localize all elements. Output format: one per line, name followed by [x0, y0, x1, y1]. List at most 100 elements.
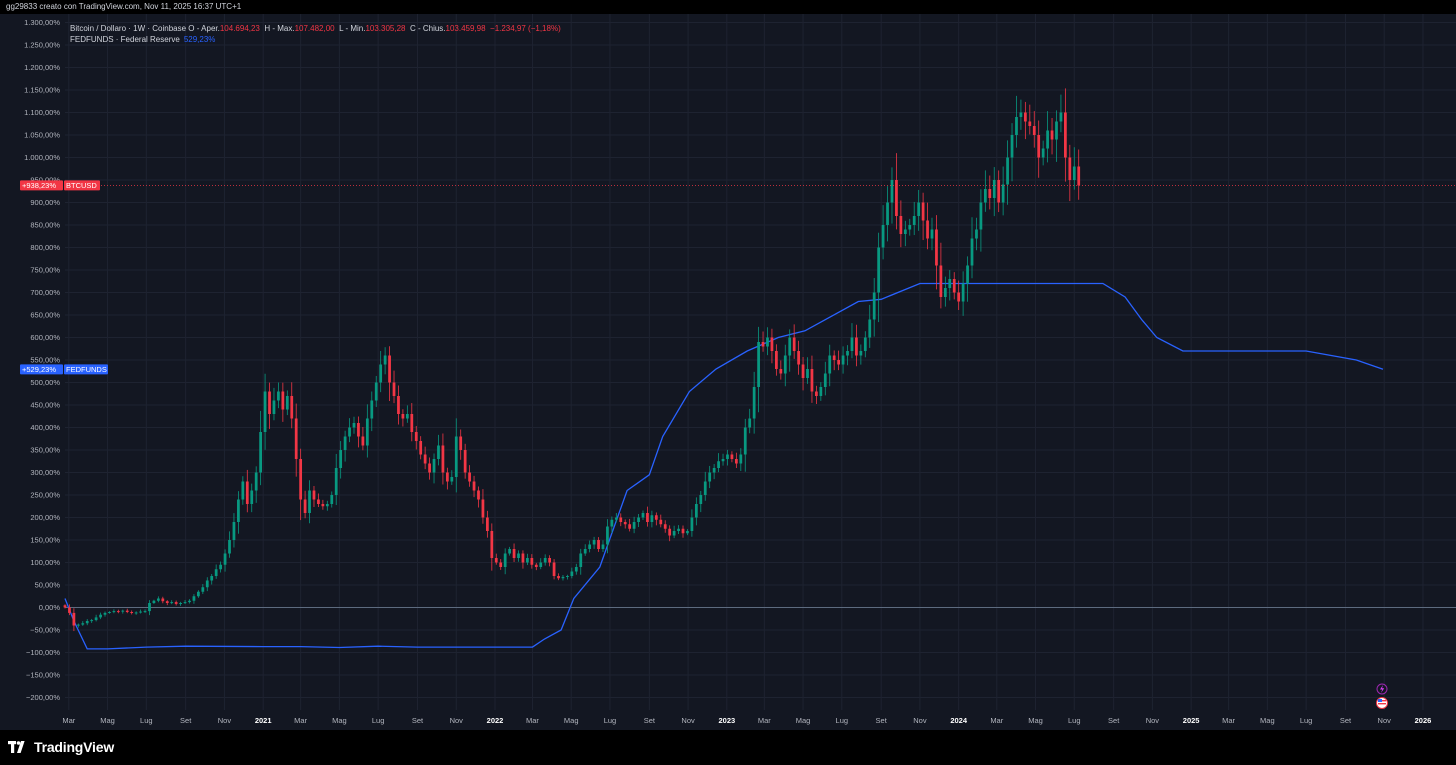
btc-candle — [614, 513, 618, 523]
candle-body — [677, 528, 680, 531]
candle-body — [601, 544, 605, 549]
event-markers[interactable] — [1376, 683, 1388, 709]
fed-badge-symbol: FEDFUNDS — [66, 365, 107, 374]
btc-candle — [850, 323, 854, 359]
btc-candle — [699, 490, 703, 513]
candles-layer — [63, 88, 1081, 632]
btc-candle — [432, 453, 436, 484]
btc-candle — [561, 575, 565, 581]
candle-body — [472, 481, 476, 491]
y-tick-label: 1.050,00% — [24, 131, 60, 140]
btc-high-label: H - Max. — [264, 24, 295, 33]
btc-candle — [290, 382, 294, 429]
btc-candle — [815, 385, 818, 404]
candle-body — [170, 602, 174, 604]
candle-body — [957, 292, 961, 302]
candle-body — [254, 472, 258, 491]
btc-candle — [405, 405, 409, 423]
candle-body — [512, 549, 516, 558]
y-tick-label: 750,00% — [30, 266, 60, 275]
chart-panel[interactable]: 1.300,00% 1.250,00% 1.200,00% 1.150,00% 1.10… — [0, 14, 1456, 730]
btc-candle — [890, 167, 894, 224]
candle-body — [530, 558, 534, 565]
candle-body — [352, 423, 356, 428]
x-tick-label: Mag — [1028, 716, 1043, 725]
candle-body — [499, 562, 503, 567]
candle-body — [179, 603, 182, 604]
btc-candle — [828, 344, 832, 387]
chart-svg[interactable]: 1.300,00% 1.250,00% 1.200,00% 1.150,00% 1.10… — [0, 14, 1456, 730]
candle-body — [125, 610, 129, 612]
candle-body — [437, 445, 440, 459]
candle-body — [828, 355, 832, 374]
btc-candle — [646, 506, 649, 527]
candle-body — [948, 279, 952, 288]
candle-body — [983, 189, 987, 203]
btc-candle — [743, 418, 747, 472]
btc-candle — [250, 483, 254, 513]
x-tick-label: Mag — [564, 716, 579, 725]
btc-candle — [877, 232, 881, 323]
candle-body — [1032, 126, 1036, 135]
y-tick-label: 0,00% — [39, 603, 61, 612]
btc-candle — [526, 553, 529, 566]
btc-candle — [610, 516, 614, 533]
btc-candle — [659, 514, 663, 528]
y-tick-label: 1.000,00% — [24, 153, 60, 162]
tradingview-logo[interactable]: TradingView — [8, 739, 114, 755]
candle-body — [730, 454, 734, 459]
lightning-event-icon[interactable] — [1376, 683, 1388, 695]
x-tick-label: 2024 — [950, 716, 968, 725]
candle-body — [1006, 157, 1009, 185]
candle-body — [201, 587, 205, 592]
x-tick-label: Nov — [1146, 716, 1160, 725]
candle-body — [686, 531, 689, 534]
btc-candle — [139, 609, 142, 614]
btc-candle — [628, 518, 632, 532]
btc-candle — [365, 404, 369, 458]
btc-candle — [272, 387, 276, 421]
btc-candle — [975, 217, 978, 251]
btc-close-label: C - Chius. — [409, 24, 446, 33]
candle-body — [277, 391, 280, 401]
candle-body — [1072, 166, 1076, 180]
btc-candle — [970, 217, 974, 279]
candle-body — [63, 605, 67, 608]
btc-candle — [183, 600, 187, 605]
candle-body — [654, 515, 658, 520]
btc-candle — [508, 546, 511, 556]
fed-value-badge: +529,23% FEDFUNDS — [20, 364, 108, 375]
candle-body — [174, 602, 178, 604]
btc-candle — [1001, 166, 1005, 216]
candle-body — [214, 569, 218, 576]
candle-body — [454, 436, 458, 477]
candle-body — [970, 238, 974, 266]
candle-body — [1055, 121, 1058, 140]
candle-body — [632, 522, 636, 529]
btc-candle — [601, 540, 605, 553]
btc-candle — [530, 554, 534, 569]
x-tick-label: Lug — [140, 716, 153, 725]
candle-body — [766, 337, 769, 347]
us-flag-event-icon[interactable] — [1376, 697, 1388, 709]
btc-candle — [846, 345, 849, 366]
chart-legend: Bitcoin / Dollaro · 1W · Coinbase O - Ap… — [70, 23, 561, 45]
candle-body — [757, 342, 760, 387]
btc-candle — [1068, 144, 1072, 202]
btc-candle — [99, 612, 102, 620]
candle-body — [806, 369, 809, 378]
candle-body — [365, 418, 369, 446]
candle-body — [663, 524, 667, 529]
btc-candle — [810, 355, 814, 403]
candle-body — [281, 391, 285, 410]
btc-candle — [152, 599, 156, 605]
btc-candle — [285, 390, 289, 416]
candle-body — [250, 490, 254, 504]
btc-candle — [566, 574, 569, 580]
btc-candle — [730, 451, 734, 463]
candle-body — [152, 600, 156, 603]
candle-body — [361, 436, 365, 446]
candle-body — [552, 562, 556, 576]
btc-candle — [192, 594, 196, 604]
candle-body — [263, 391, 267, 432]
